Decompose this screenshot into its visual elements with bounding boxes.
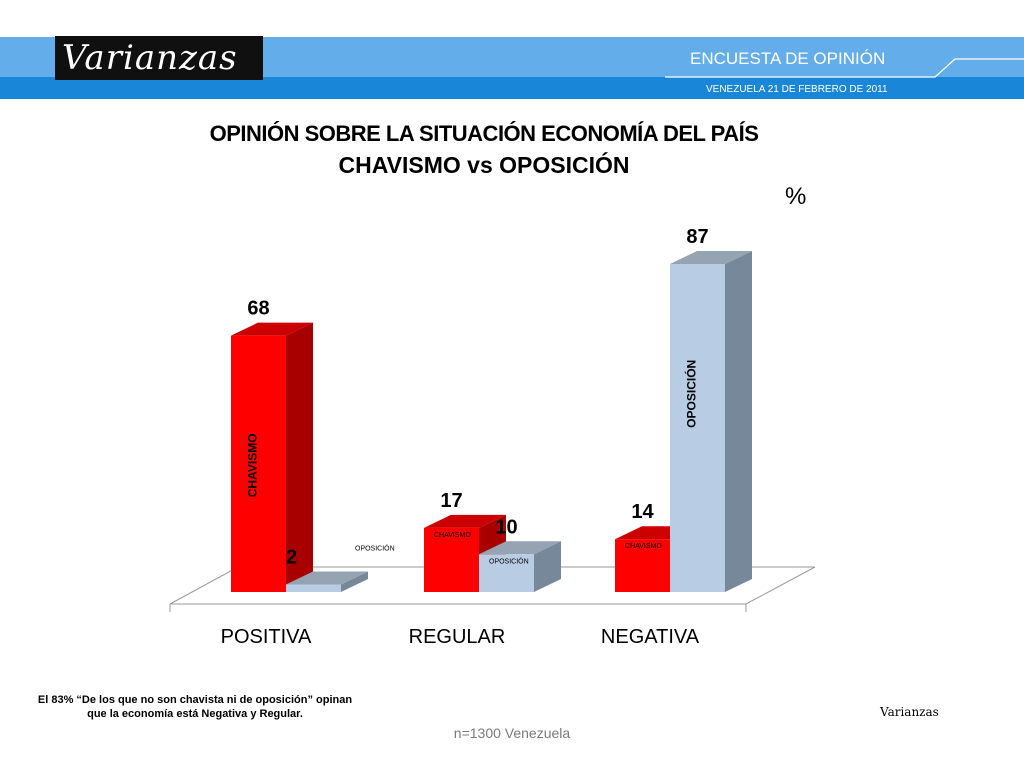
series-label: OPOSICIÓN xyxy=(489,556,529,565)
bar xyxy=(615,539,670,592)
bar-side xyxy=(725,251,752,592)
bar-top xyxy=(286,571,368,585)
brand-label: Varianzas xyxy=(880,705,939,719)
data-label: 17 xyxy=(440,490,462,512)
bar xyxy=(479,554,534,592)
category-label: REGULAR xyxy=(409,626,506,648)
unit-label: % xyxy=(785,183,807,210)
bar-top xyxy=(670,251,752,264)
bar xyxy=(424,527,479,592)
bar-top xyxy=(231,322,313,336)
series-label: OPOSICIÓN xyxy=(355,543,395,552)
logo xyxy=(55,36,263,80)
bar xyxy=(231,335,286,592)
footnote: El 83% “De los que no son chavista ni de… xyxy=(37,694,353,720)
category-label: POSITIVA xyxy=(221,626,312,648)
data-label: 14 xyxy=(631,501,654,523)
data-label: 68 xyxy=(247,298,269,320)
survey-title: ENCUESTA DE OPINIÓN xyxy=(690,49,886,68)
data-label: 87 xyxy=(686,226,708,248)
chart-subtitle: CHAVISMO vs OPOSICIÓN xyxy=(338,152,630,178)
header-decoration xyxy=(665,58,1024,78)
series-label: CHAVISMO xyxy=(625,543,662,550)
data-label: 10 xyxy=(495,516,517,538)
category-label: NEGATIVA xyxy=(601,626,700,648)
series-label: CHAVISMO xyxy=(246,433,260,497)
bar-side xyxy=(286,322,313,592)
bar-top xyxy=(424,514,506,528)
bar-side xyxy=(341,571,368,592)
bar-top xyxy=(479,541,561,555)
data-label: 2 xyxy=(286,546,297,568)
series-label: CHAVISMO xyxy=(434,532,471,539)
bar xyxy=(670,264,725,592)
series-label: OPOSICIÓN xyxy=(684,360,699,428)
chart-title: OPINIÓN SOBRE LA SITUACIÓN ECONOMÍA DEL … xyxy=(209,121,759,146)
logo-text: Varianzas xyxy=(62,38,238,78)
survey-date: VENEZUELA 21 DE FEBRERO DE 2011 xyxy=(706,84,888,95)
bar xyxy=(286,584,341,592)
sample-size: n=1300 Venezuela xyxy=(453,725,571,741)
bar-side xyxy=(534,541,561,592)
